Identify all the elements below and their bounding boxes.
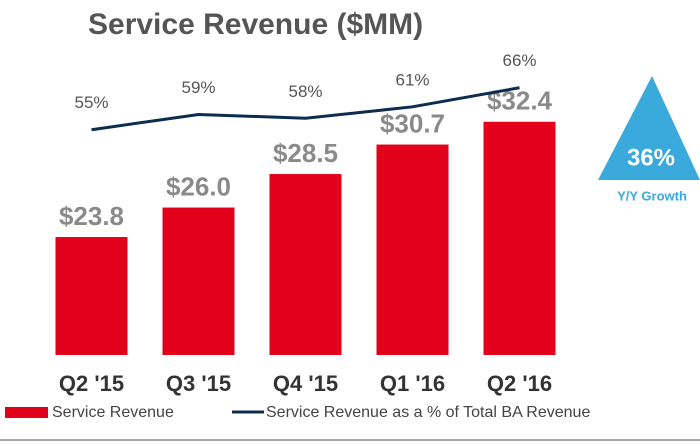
bar (269, 174, 342, 355)
bar (376, 144, 449, 355)
bar (162, 207, 235, 355)
growth-label: Y/Y Growth (617, 188, 687, 203)
x-tick-label: Q2 '16 (487, 371, 552, 396)
chart-title: Service Revenue ($MM) (88, 8, 423, 41)
x-tick-label: Q4 '15 (273, 371, 338, 396)
data-label: 58% (288, 82, 322, 101)
bar (483, 121, 556, 355)
data-label: $23.8 (59, 201, 124, 231)
data-label: 55% (74, 93, 108, 112)
legend-label: Service Revenue (52, 404, 174, 421)
data-label: $32.4 (487, 86, 553, 116)
data-label: 61% (395, 70, 429, 89)
line (91, 86, 520, 132)
legend-label: Service Revenue as a % of Total BA Reven… (266, 404, 590, 421)
legend-swatch (5, 407, 48, 418)
data-label: $30.7 (380, 108, 445, 138)
x-tick-label: Q2 '15 (59, 371, 124, 396)
data-label: 59% (181, 78, 215, 97)
data-label: $28.5 (273, 138, 338, 168)
x-tick-label: Q3 '15 (166, 371, 231, 396)
data-label: $26.0 (166, 171, 231, 201)
data-label: 66% (502, 51, 536, 70)
bar (55, 237, 128, 355)
growth-triangle (598, 76, 700, 180)
x-tick-label: Q1 '16 (380, 371, 445, 396)
growth-value: 36% (627, 144, 675, 171)
